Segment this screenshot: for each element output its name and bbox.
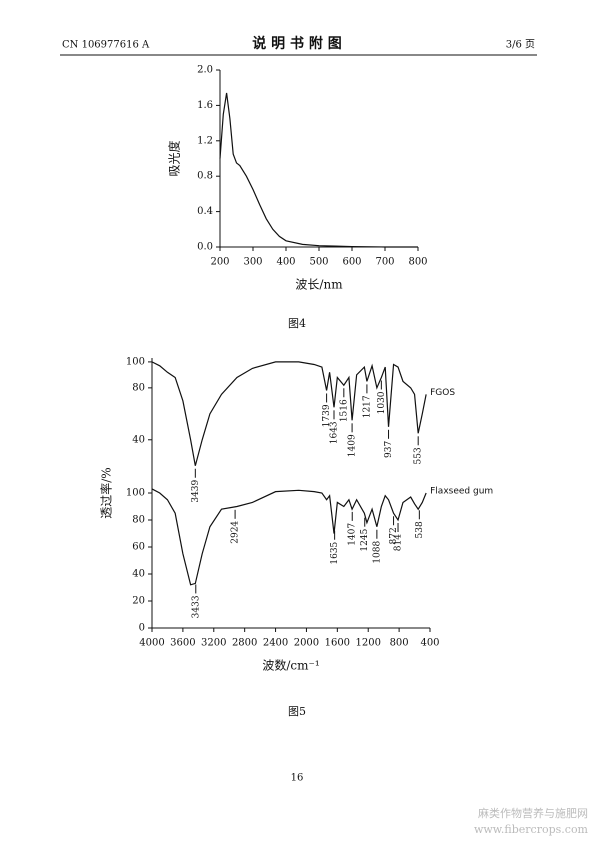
spectrum-line xyxy=(151,361,427,466)
series-label: FGOS xyxy=(430,388,455,398)
peak-label: 3433 xyxy=(191,595,201,618)
series-label: Flaxseed gum xyxy=(430,487,493,497)
axis xyxy=(219,70,418,248)
figure-caption: 图5 xyxy=(288,705,306,718)
y-tick-label: 40 xyxy=(132,569,145,580)
peak-label: 553 xyxy=(414,447,424,464)
x-tick-label: 700 xyxy=(375,257,394,268)
x-tick-label: 2400 xyxy=(263,638,288,649)
x-tick-label: 3600 xyxy=(170,638,195,649)
x-axis-label: 波长/nm xyxy=(295,278,343,292)
watermark: 麻类作物营养与施肥网 xyxy=(478,806,588,820)
x-tick-label: 400 xyxy=(276,257,295,268)
peak-label: 814 xyxy=(394,534,404,551)
y-tick-label: 1.6 xyxy=(197,100,213,111)
y-tick-label: 60 xyxy=(132,542,145,553)
x-tick-label: 600 xyxy=(342,257,361,268)
y-tick-label: 80 xyxy=(132,382,145,393)
doc-title: 说 明 书 附 图 xyxy=(252,35,342,52)
y-tick-label: 0.0 xyxy=(197,242,213,253)
peak-label: 1409 xyxy=(348,434,358,457)
peak-label: 937 xyxy=(384,441,394,458)
figure-caption: 图4 xyxy=(288,317,306,330)
x-tick-label: 500 xyxy=(309,257,328,268)
spectrum-line xyxy=(151,488,427,586)
peak-label: 1088 xyxy=(372,540,382,563)
spectrum-line xyxy=(219,92,418,248)
watermark: www.fibercrops.com xyxy=(474,823,589,836)
peak-label: 1635 xyxy=(330,541,340,564)
y-tick-label: 40 xyxy=(132,434,145,445)
peak-label: 1516 xyxy=(339,399,349,422)
y-tick-label: 100 xyxy=(126,356,145,367)
y-tick-label: 0.4 xyxy=(197,206,213,217)
peak-label: 1217 xyxy=(362,395,372,418)
peak-label: 872 xyxy=(389,527,399,544)
page-number: 16 xyxy=(291,773,304,784)
y-tick-label: 100 xyxy=(126,488,145,499)
x-tick-label: 400 xyxy=(420,638,439,649)
x-tick-label: 200 xyxy=(210,257,229,268)
peak-label: 1245 xyxy=(360,528,370,551)
y-tick-label: 0.8 xyxy=(197,171,213,182)
y-tick-label: 0 xyxy=(139,623,145,634)
x-tick-label: 4000 xyxy=(139,638,164,649)
x-tick-label: 1200 xyxy=(355,638,380,649)
x-tick-label: 3200 xyxy=(201,638,226,649)
y-axis-label: 透过率/% xyxy=(99,467,114,518)
y-tick-label: 2.0 xyxy=(197,65,213,76)
peak-label: 3439 xyxy=(191,479,201,502)
y-tick-label: 80 xyxy=(132,515,145,526)
y-axis-label: 吸光度 xyxy=(167,140,182,176)
page-count: 3/6 页 xyxy=(506,39,535,51)
peak-label: 1030 xyxy=(377,391,387,414)
x-tick-label: 800 xyxy=(408,257,427,268)
peak-label: 1739 xyxy=(322,404,332,427)
x-tick-label: 1600 xyxy=(325,638,350,649)
peak-label: 2924 xyxy=(231,521,241,544)
x-tick-label: 2000 xyxy=(294,638,319,649)
y-tick-label: 20 xyxy=(132,596,145,607)
doc-number: CN 106977616 A xyxy=(62,40,150,51)
x-axis-label: 波数/cm⁻¹ xyxy=(262,658,319,673)
x-tick-label: 800 xyxy=(390,638,409,649)
peak-label: 1407 xyxy=(348,523,358,546)
peak-label: 1643 xyxy=(330,421,340,444)
y-tick-label: 1.2 xyxy=(197,135,213,146)
x-tick-label: 300 xyxy=(243,257,262,268)
x-tick-label: 2800 xyxy=(232,638,257,649)
peak-label: 538 xyxy=(415,521,425,538)
